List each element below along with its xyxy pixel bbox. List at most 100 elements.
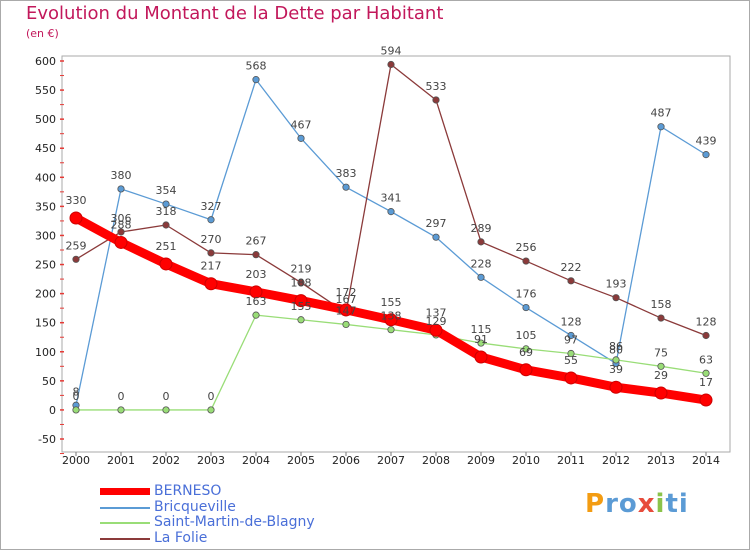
data-point: [657, 123, 665, 131]
data-point: [162, 221, 170, 229]
data-point: [702, 331, 710, 340]
data-label: 439: [696, 135, 717, 148]
data-point: [249, 285, 263, 299]
data-label: 55: [564, 354, 578, 367]
data-point: [69, 211, 83, 225]
x-tick-label: 2011: [557, 454, 585, 467]
x-tick-label: 2014: [692, 454, 720, 467]
data-point: [474, 350, 488, 364]
data-point: [207, 249, 215, 257]
data-point: [387, 60, 395, 69]
data-label: 128: [696, 315, 717, 328]
data-point: [117, 228, 125, 236]
x-tick-label: 2004: [242, 454, 270, 467]
data-label: 533: [426, 80, 447, 93]
x-tick-label: 2002: [152, 454, 180, 467]
data-label: 256: [516, 241, 537, 254]
data-point: [384, 313, 398, 327]
data-label: 341: [381, 192, 402, 205]
data-point: [612, 294, 620, 302]
data-label: 80: [609, 343, 623, 356]
data-label: 330: [66, 194, 87, 207]
data-point: [657, 314, 665, 322]
data-point: [162, 406, 170, 414]
legend-label-bricqueville: Bricqueville: [154, 499, 236, 515]
y-tick-label: 50: [42, 375, 56, 388]
data-point: [342, 320, 350, 329]
data-point: [252, 311, 260, 319]
data-point: [387, 208, 395, 216]
data-label: 259: [66, 239, 87, 252]
data-point: [612, 356, 620, 364]
data-point: [117, 185, 125, 193]
legend-swatch-berneso: [100, 488, 150, 495]
y-tick-label: 500: [35, 113, 56, 126]
y-tick-label: 350: [35, 200, 56, 213]
data-label: 69: [519, 346, 533, 359]
data-label: 163: [246, 295, 267, 308]
data-label: 97: [564, 334, 578, 347]
data-label: 193: [606, 278, 627, 291]
data-label: 147: [336, 304, 357, 317]
data-point: [297, 134, 305, 142]
y-tick-label: 250: [35, 259, 56, 272]
data-label: 318: [156, 205, 177, 218]
data-label: 137: [426, 306, 447, 319]
legend-label-saint-martin: Saint-Martin-de-Blagny: [154, 514, 315, 530]
data-point: [519, 363, 533, 377]
y-tick-label: 400: [35, 171, 56, 184]
data-point: [162, 200, 170, 208]
legend-swatch-saint-martin: [100, 522, 150, 524]
x-tick-label: 2010: [512, 454, 540, 467]
data-label: 270: [201, 233, 222, 246]
y-tick-label: 300: [35, 229, 56, 242]
data-label: 288: [111, 218, 132, 231]
data-label: 228: [471, 257, 492, 270]
data-label: 8: [73, 385, 80, 398]
data-label: 267: [246, 235, 267, 248]
data-point: [564, 371, 578, 385]
data-point: [429, 323, 443, 337]
data-label: 594: [381, 44, 402, 57]
data-label: 155: [381, 296, 402, 309]
data-point: [699, 393, 713, 407]
data-label: 487: [651, 107, 672, 120]
data-label: 289: [471, 222, 492, 235]
y-tick-label: 200: [35, 288, 56, 301]
data-label: 251: [156, 240, 177, 253]
legend-label-la-folie: La Folie: [154, 530, 208, 546]
data-point: [522, 257, 530, 265]
data-label: 222: [561, 261, 582, 274]
data-point: [117, 406, 125, 414]
plot-area: [61, 55, 731, 453]
data-label: 167: [336, 293, 357, 306]
data-label: 155: [291, 300, 312, 313]
data-point: [567, 277, 575, 285]
legend-swatch-la-folie: [100, 538, 150, 540]
data-point: [204, 277, 218, 291]
x-tick-label: 2012: [602, 454, 630, 467]
data-point: [522, 303, 530, 312]
proxiti-logo: Proxiti: [585, 489, 689, 519]
data-label: 306: [111, 212, 132, 225]
legend-label-berneso: BERNESO: [154, 483, 222, 499]
data-point: [72, 255, 80, 263]
data-label: 0: [208, 390, 215, 403]
data-label: 75: [654, 346, 668, 359]
data-label: 29: [654, 369, 668, 382]
x-tick-label: 2001: [107, 454, 135, 467]
data-point: [702, 369, 710, 377]
data-point: [207, 406, 215, 414]
data-point: [114, 235, 128, 249]
data-label: 17: [699, 376, 713, 389]
data-point: [72, 406, 80, 414]
data-point: [207, 216, 215, 224]
y-tick-label: 0: [49, 404, 56, 417]
data-label: 129: [426, 315, 447, 328]
data-point: [297, 278, 305, 287]
data-point: [159, 257, 173, 271]
data-point: [702, 151, 710, 159]
data-label: 158: [651, 298, 672, 311]
